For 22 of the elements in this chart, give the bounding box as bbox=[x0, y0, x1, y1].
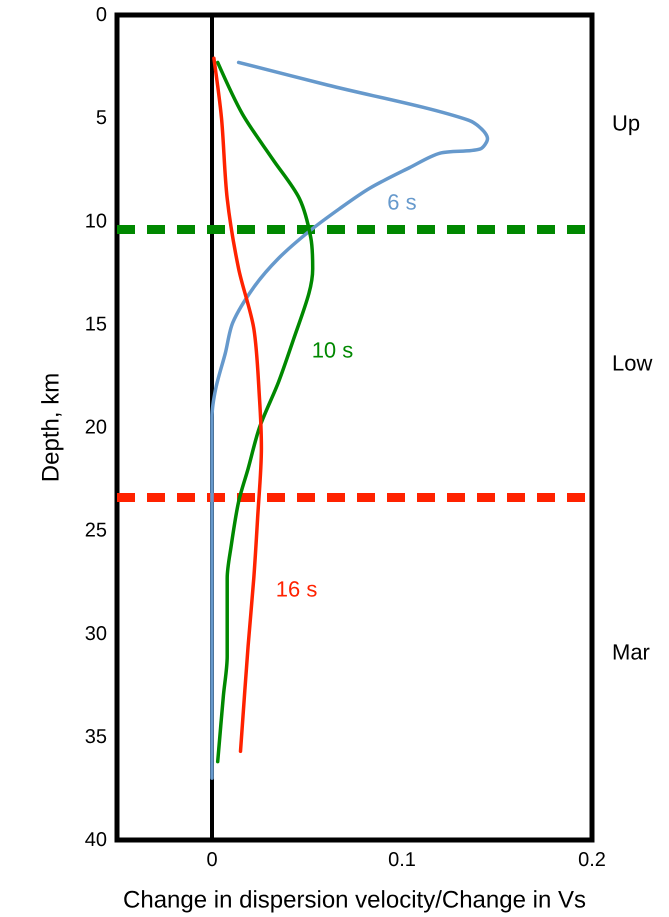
text: Up bbox=[612, 110, 640, 136]
y-tick-label: 15 bbox=[84, 313, 107, 336]
x-tick-label: 0 bbox=[206, 849, 218, 871]
y-tick-label: 20 bbox=[84, 416, 107, 438]
series-label: 16 s bbox=[276, 576, 318, 602]
series-label: 6 s bbox=[387, 189, 417, 214]
series-label: 10 s bbox=[312, 337, 354, 362]
y-tick-label: 40 bbox=[84, 829, 107, 851]
text: Low bbox=[612, 350, 652, 376]
y-tick-label: 5 bbox=[96, 107, 107, 130]
y-axis-title: Depth, km bbox=[38, 372, 64, 482]
x-axis-title: Change in dispersion velocity/Change in Vs bbox=[123, 886, 586, 914]
y-tick-label: 30 bbox=[84, 622, 107, 645]
x-tick-label: 0.2 bbox=[578, 849, 606, 871]
x-tick-label: 0.1 bbox=[388, 849, 416, 871]
line-series bbox=[210, 60, 490, 780]
y-tick-label: 35 bbox=[84, 726, 107, 748]
y-tick-label: 10 bbox=[84, 210, 107, 232]
y-tick-label: 25 bbox=[84, 520, 107, 542]
y-tick-label: 0 bbox=[96, 4, 107, 26]
text: Mar bbox=[612, 640, 650, 664]
line-series bbox=[212, 56, 264, 754]
